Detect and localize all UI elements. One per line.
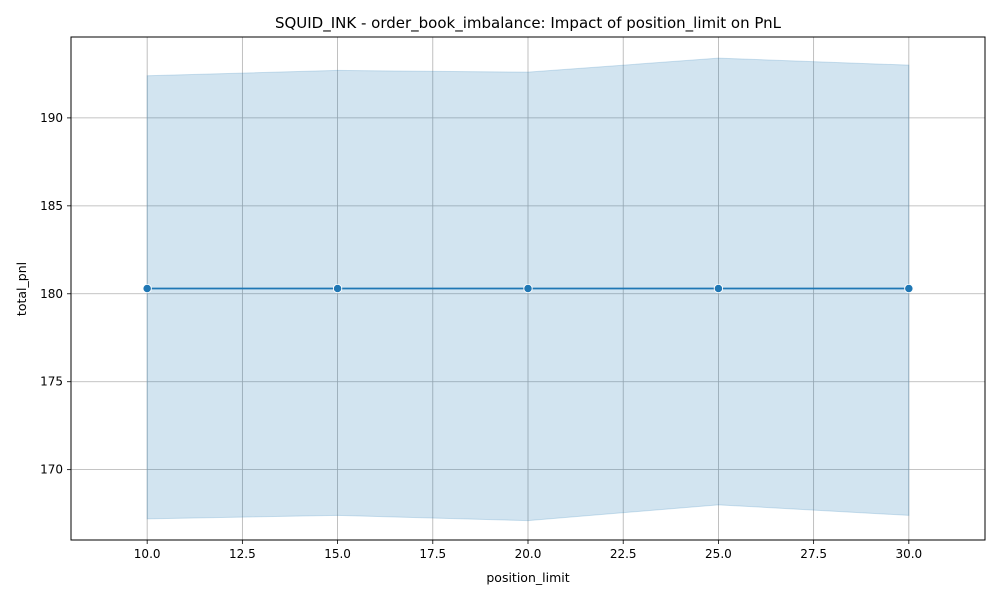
y-tick-label: 185 [40,199,63,213]
x-tick-label: 15.0 [324,547,351,561]
data-point [904,283,914,294]
x-tick-label: 27.5 [800,547,827,561]
x-tick-label: 10.0 [134,547,161,561]
y-tick-label: 190 [40,111,63,125]
series-group [142,283,914,294]
y-tick-label: 175 [40,375,63,389]
data-point [523,283,533,294]
x-tick-label: 25.0 [705,547,732,561]
x-tick-label: 20.0 [515,547,542,561]
y-axis: 170 175 180 185 190 [40,111,71,477]
y-axis-label: total_pnl [14,262,29,316]
x-tick-label: 17.5 [419,547,446,561]
x-axis: 10.0 12.5 15.0 17.5 20.0 22.5 25.0 27.5 30.0 [134,540,922,561]
x-tick-label: 30.0 [895,547,922,561]
y-tick-label: 170 [40,463,63,477]
data-point [142,283,152,294]
chart-title: SQUID_INK - order_book_imbalance: Impact… [275,14,782,33]
x-tick-label: 12.5 [229,547,256,561]
data-point [332,283,343,294]
y-tick-label: 180 [40,287,63,301]
x-tick-label: 22.5 [610,547,637,561]
data-point [713,283,724,294]
x-axis-label: position_limit [486,570,569,585]
